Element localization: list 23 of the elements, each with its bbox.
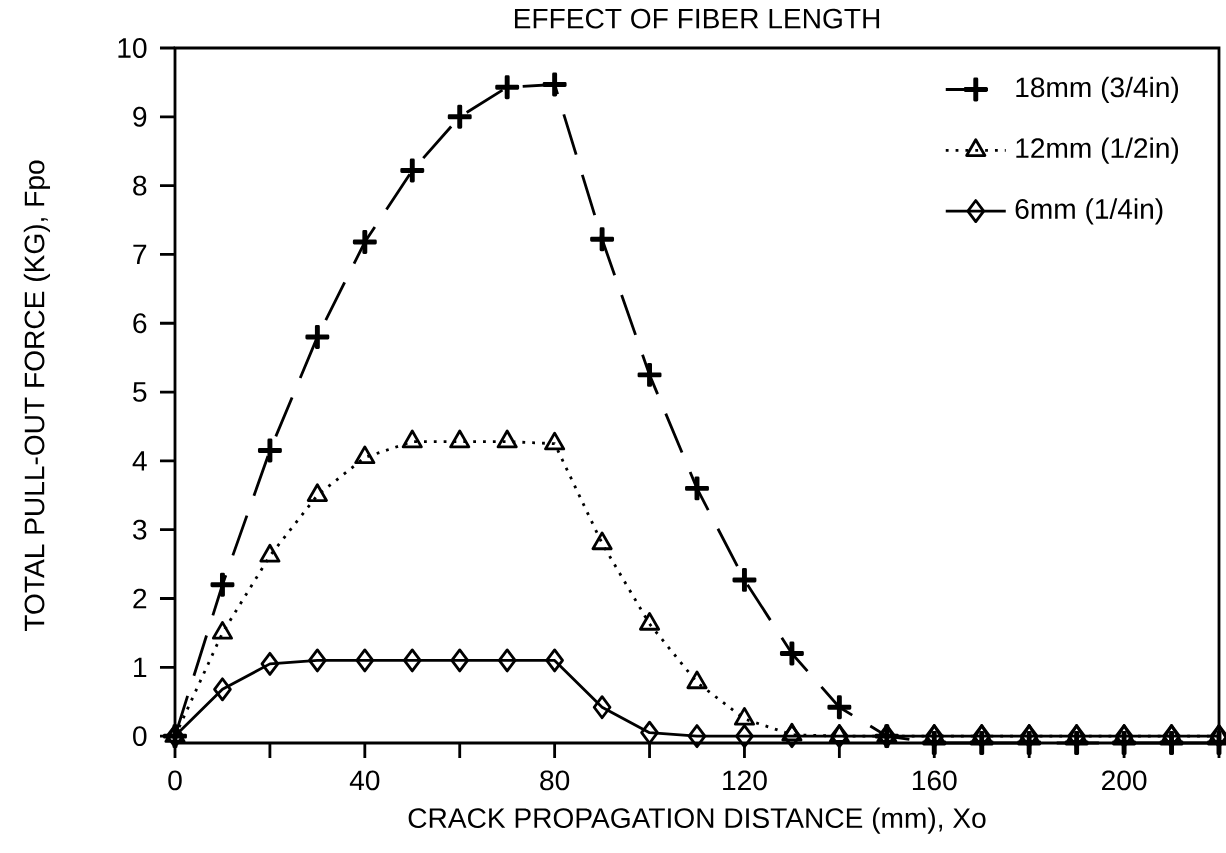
y-tick-label: 5 <box>133 382 147 402</box>
legend-label: 6mm (1/4in) <box>1015 198 1163 225</box>
y-tick-label: 8 <box>133 175 147 196</box>
x-tick-label: 40 <box>349 770 380 791</box>
y-tick-label: 0 <box>133 726 147 747</box>
chart-title: EFFECT OF FIBER LENGTH <box>514 8 880 29</box>
y-tick-label: 1 <box>134 657 147 677</box>
y-tick-label: 4 <box>132 451 147 471</box>
x-tick-label: 80 <box>540 770 570 791</box>
legend-label: 12mm (1/2in) <box>1016 137 1179 164</box>
y-tick-label: 7 <box>133 244 147 265</box>
x-tick-label: 200 <box>1102 770 1147 791</box>
y-tick-label: 3 <box>132 519 147 540</box>
legend-label: 18mm (3/4in) <box>1016 76 1179 103</box>
y-axis-title: TOTAL PULL-OUT FORCE (KG), Fpo <box>23 160 51 632</box>
y-tick-label: 2 <box>133 588 147 609</box>
x-tick-label: 120 <box>723 770 767 791</box>
x-axis-title: CRACK PROPAGATION DISTANCE (mm), Xo <box>408 807 986 834</box>
x-tick-label: 160 <box>912 770 957 791</box>
y-tick-label: 6 <box>133 313 147 334</box>
x-tick-label: 0 <box>168 770 182 791</box>
y-tick-label: 10 <box>118 38 147 58</box>
y-tick-label: 9 <box>133 106 147 127</box>
